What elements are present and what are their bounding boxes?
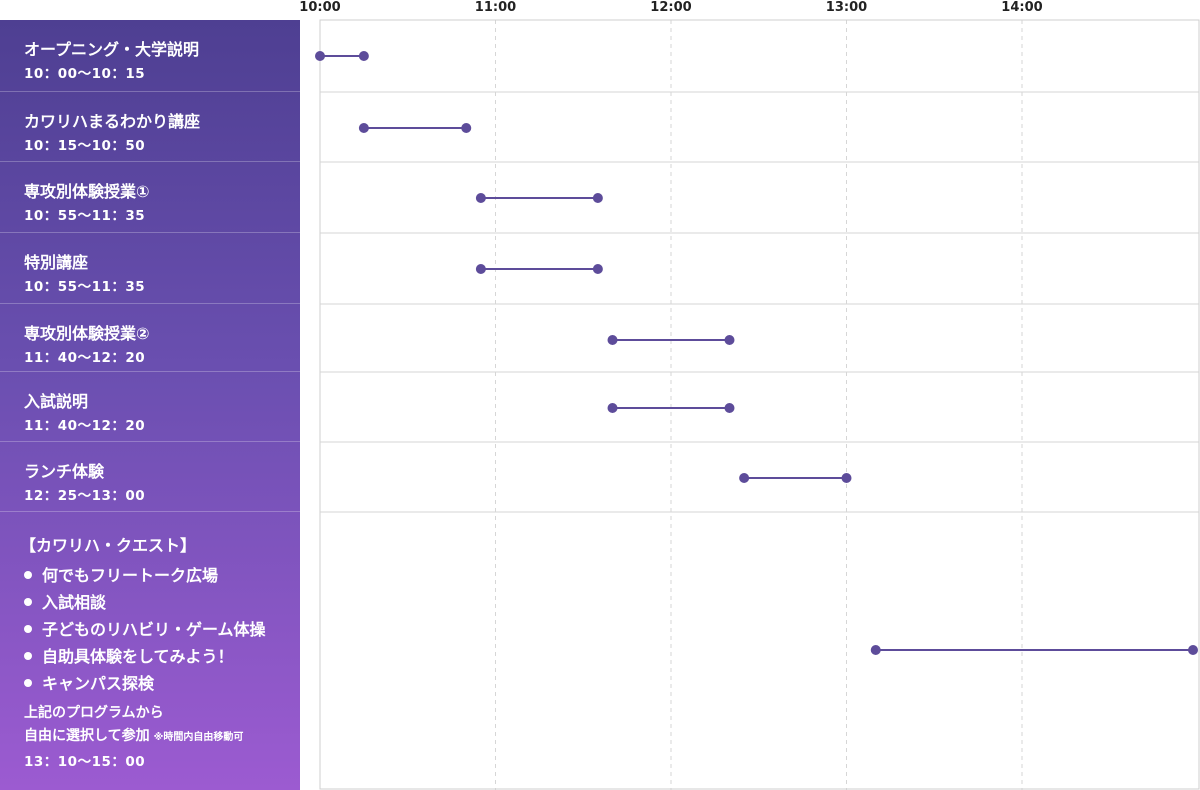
session-time: 10：55〜11：35 bbox=[24, 279, 146, 295]
tick-label: 14:00 bbox=[1001, 0, 1043, 15]
quest-time: 13：10〜15：00 bbox=[24, 754, 146, 770]
session-end-point bbox=[592, 193, 603, 203]
quest-item: キャンパス探検 bbox=[24, 670, 154, 694]
quest-note-small: ※時間内自由移動可 bbox=[153, 732, 244, 743]
session-time: 10：55〜11：35 bbox=[24, 208, 146, 224]
schedule-row-label: 入試説明 11：40〜12：20 bbox=[0, 372, 300, 442]
session-end-point bbox=[724, 403, 735, 413]
session-title: ランチ体験 bbox=[24, 462, 105, 481]
session-start-point bbox=[607, 335, 618, 345]
session-end-point bbox=[592, 264, 603, 274]
session-end-point bbox=[724, 335, 735, 345]
time-axis: 10:00 11:00 12:00 13:00 14:00 bbox=[0, 0, 1200, 20]
tick-label: 10:00 bbox=[299, 0, 341, 15]
quest-item: 子どものリハビリ・ゲーム体操 bbox=[24, 616, 266, 640]
session-time: 10：15〜10：50 bbox=[24, 138, 146, 154]
session-end-point bbox=[358, 51, 369, 61]
session-time: 10：00〜10：15 bbox=[24, 66, 146, 82]
tick-label: 11:00 bbox=[474, 0, 517, 15]
session-title: 専攻別体験授業① bbox=[24, 182, 150, 201]
schedule-row-label: カワリハまるわかり講座 10：15〜10：50 bbox=[0, 92, 300, 162]
session-start-point bbox=[475, 264, 486, 274]
session-start-point bbox=[475, 193, 486, 203]
session-title: 入試説明 bbox=[24, 392, 89, 411]
tick-label: 13:00 bbox=[825, 0, 868, 15]
session-end-point bbox=[841, 473, 852, 483]
quest-item: 何でもフリートーク広場 bbox=[24, 562, 218, 586]
schedule-row-label: 専攻別体験授業① 10：55〜11：35 bbox=[0, 162, 300, 233]
quest-start-point bbox=[870, 645, 881, 655]
session-end-point bbox=[461, 123, 472, 133]
quest-title: 【カワリハ・クエスト】 bbox=[20, 536, 197, 555]
quest-item: 入試相談 bbox=[24, 589, 106, 613]
session-title: カワリハまるわかり講座 bbox=[24, 112, 201, 131]
schedule-row-label: 専攻別体験授業② 11：40〜12：20 bbox=[0, 304, 300, 372]
schedule-row-label: 特別講座 10：55〜11：35 bbox=[0, 233, 300, 304]
session-time: 12：25〜13：00 bbox=[24, 488, 146, 504]
tick-label: 12:00 bbox=[650, 0, 692, 15]
session-start-point bbox=[607, 403, 618, 413]
schedule-row-label: ランチ体験 12：25〜13：00 bbox=[0, 442, 300, 512]
schedule-sidebar: オープニング・大学説明 10：00〜10：15 カワリハまるわかり講座 10：15〜1… bbox=[0, 20, 300, 790]
session-title: オープニング・大学説明 bbox=[24, 40, 200, 59]
session-start-point bbox=[358, 123, 369, 133]
quest-item: 自助具体験をしてみよう！ bbox=[24, 643, 234, 667]
bullet-icon bbox=[24, 678, 32, 687]
session-start-point bbox=[315, 51, 325, 61]
quest-note: 上記のプログラムから bbox=[24, 705, 164, 721]
schedule-row-label: オープニング・大学説明 10：00〜10：15 bbox=[0, 20, 300, 92]
session-time: 11：40〜12：20 bbox=[24, 418, 146, 434]
quest-note: 自由に選択して参加 ※時間内自由移動可 bbox=[24, 728, 244, 744]
session-time: 11：40〜12：20 bbox=[24, 350, 146, 366]
session-title: 専攻別体験授業② bbox=[24, 324, 150, 343]
bullet-icon bbox=[24, 651, 32, 660]
session-title: 特別講座 bbox=[24, 253, 89, 272]
session-start-point bbox=[739, 473, 750, 483]
bullet-icon bbox=[24, 624, 32, 633]
quest-end-point bbox=[1188, 645, 1198, 655]
bullet-icon bbox=[24, 597, 32, 606]
quest-block: 【カワリハ・クエスト】何でもフリートーク広場 入試相談子どものリハビリ・ゲーム体操… bbox=[0, 512, 300, 790]
chart-frame bbox=[319, 19, 1200, 790]
bullet-icon bbox=[24, 570, 32, 579]
